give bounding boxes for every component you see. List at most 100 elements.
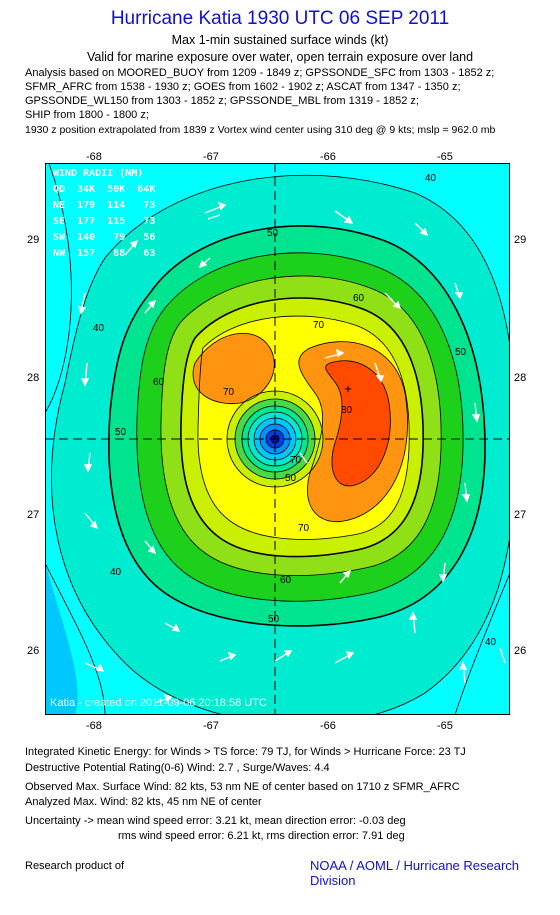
x-tick-bottom: -67 [203,720,219,732]
wind-radii-table: WIND RADII (NM) QD 34K 50K 64K NE 179 11… [53,166,155,262]
contour-label: 60 [153,377,165,388]
contour-label: 40 [485,637,497,648]
wind-arrow [144,540,157,555]
wind-arrow [124,239,139,256]
contour-line-60 [160,275,442,576]
contour-line-55 [136,252,464,602]
contour-line-65 [180,297,424,558]
y-tick-left: 28 [27,372,40,384]
ike-line: Integrated Kinetic Energy: for Winds > T… [25,746,466,758]
wind-radii-row: NW 157 88 63 [53,248,156,259]
y-tick-left: 26 [27,645,40,657]
creation-watermark: Katia - created on 2011-09-06 20:18:58 U… [50,697,267,709]
y-tick-right: 26 [514,645,527,657]
contour-line-outer-40b [45,562,106,715]
map-frame [45,163,510,715]
wind-arrow [299,452,308,464]
page-title: Hurricane Katia 1930 UTC 06 SEP 2011 [110,8,450,29]
wind-arrow [374,362,385,383]
y-tick-right: 29 [514,234,527,246]
contour-line-orange-east [298,341,408,523]
y-tick-right: 28 [514,372,527,384]
dpr-line: Destructive Potential Rating(0-6) Wind: … [25,762,330,774]
x-tick-top: -65 [437,151,453,163]
wind-arrow [438,562,448,583]
contour-label: 70 [298,523,310,534]
contour-line-red-east [325,360,391,487]
wind-arrow [324,348,345,359]
uncertainty-line-2: rms wind speed error: 6.21 kt, rms direc… [118,830,405,842]
position-line: 1930 z position extrapolated from 1839 z… [25,124,496,136]
x-tick-bottom: -65 [437,720,453,732]
wind-arrow [274,650,293,662]
contour-label: 70 [223,387,235,398]
wind-arrow [80,362,90,387]
research-label: Research product of [25,860,125,872]
wind-arrow [84,662,105,672]
contour-label: 40 [425,173,437,184]
wind-arrow [334,210,354,224]
red-lobe-east [325,360,391,486]
wind-arrow [154,693,173,704]
wind-arrow [461,482,470,503]
contour-label: 80 [341,405,353,416]
wind-arrow [219,651,237,662]
contour-line-outer-40 [45,163,72,414]
contour-label: 50 [268,614,280,625]
observed-max-line: Observed Max. Surface Wind: 82 kts, 53 n… [25,781,460,793]
wind-radii-header: WIND RADII (NM) [53,168,144,179]
contour-label: 70 [313,320,325,331]
wind-arrow [334,651,355,664]
wind-arrow [207,214,221,220]
x-tick-top: -66 [320,151,336,163]
subtitle-exposure: Valid for marine exposure over water, op… [86,50,474,64]
x-tick-bottom: -68 [86,720,102,732]
wind-arrow [164,622,181,632]
x-tick-bottom: -66 [320,720,336,732]
contour-label: 40 [110,567,122,578]
y-tick-left: 29 [27,234,40,246]
contour-label: 60 [353,293,365,304]
wind-arrow [414,222,429,237]
wind-arrow [84,512,99,530]
y-tick-right: 27 [514,509,527,521]
wind-arrow [339,569,352,584]
x-tick-top: -68 [86,151,102,163]
contour-label: 70 [290,455,302,466]
wind-arrow [471,402,480,423]
wind-radii-row: SE 177 115 73 [53,216,156,227]
contour-label: 50 [115,427,127,438]
contour-label: 50 [455,347,467,358]
contour-label: 50 [285,473,297,484]
wind-radii-row: QD 34K 50K 64K [53,184,156,195]
wind-arrow [458,661,468,684]
uncertainty-line-1: Uncertainty -> mean wind speed error: 3.… [25,815,406,827]
contour-line-orange-west [192,332,275,405]
wind-arrow [384,292,402,310]
wind-arrow [77,292,87,315]
wind-arrow [83,452,93,473]
wind-arrow [499,647,506,664]
band-blue-corner [45,563,78,715]
contour-label: 50 [267,228,279,239]
credit-link[interactable]: NOAA / AOML / Hurricane Research Divisio… [310,858,520,888]
wind-radii-row: NE 179 114 73 [53,200,156,211]
y-tick-left: 27 [27,509,40,521]
contour-label: 40 [93,323,105,334]
contour-line-70 [197,315,410,540]
contour-label: 60 [280,575,292,586]
subtitle-wind: Max 1-min sustained surface winds (kt) [171,33,389,47]
analysis-line-2: SFMR_AFRC from 1538 - 1930 z; GOES from … [25,81,461,93]
wind-field-map: + 40 40 40 40 50 50 50 50 60 60 60 70 70… [45,163,510,715]
wind-arrow [144,299,157,314]
analysis-line-4: SHIP from 1800 - 1800 z; [25,109,149,121]
contour-line-40 [51,174,510,715]
wind-arrow [454,282,464,300]
wind-arrow [198,257,211,269]
wind-arrow [204,201,227,214]
contour-line-outer-40c [454,572,510,715]
analysis-line-1: Analysis based on MOORED_BUOY from 1209 … [25,67,495,79]
wind-radii-row: SW 140 79 56 [53,232,156,243]
wind-arrow [408,611,418,634]
analyzed-max-line: Analyzed Max. Wind: 82 kts, 45 nm NE of … [25,796,262,808]
